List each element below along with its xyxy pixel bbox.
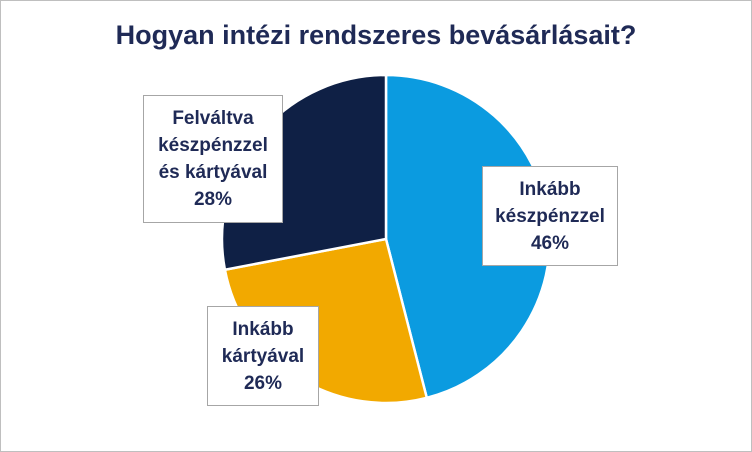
slice-label-mixed-line-2: készpénzzel [158, 135, 268, 156]
slice-label-mixed-line-3: és kártyával [158, 162, 268, 183]
slice-label-cash-value: 46% [530, 232, 570, 254]
slice-label-mixed-value: 28% [193, 189, 233, 210]
slice-label-mixed: Felváltva készpénzzel és kártyával 28% [143, 95, 283, 223]
slice-label-card-line-1: Inkább [232, 318, 294, 340]
slice-label-cash-line-1: Inkább [519, 178, 581, 200]
slice-label-cash: Inkább készpénzzel 46% [482, 166, 618, 266]
slice-label-mixed-line-1: Felváltva [172, 108, 254, 129]
chart-title: Hogyan intézi rendszeres bevásárlásait? [115, 20, 637, 50]
slice-label-cash-line-2: készpénzzel [495, 205, 605, 227]
slice-label-card: Inkább kártyával 26% [207, 306, 319, 406]
slice-label-card-line-2: kártyával [221, 345, 305, 367]
slice-label-card-value: 26% [243, 372, 283, 394]
